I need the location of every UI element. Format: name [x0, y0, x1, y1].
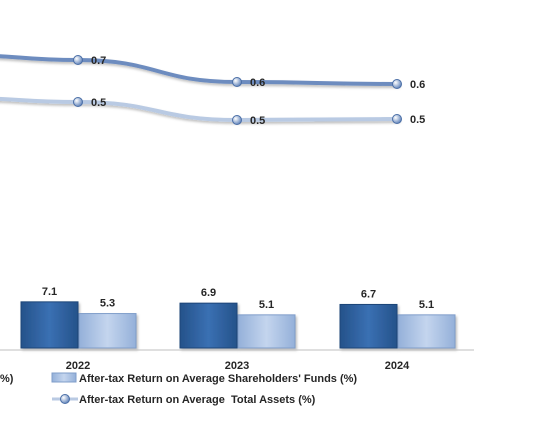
line-point-s2-2024: [392, 114, 402, 124]
bar-label-s1-2023: 6.9: [201, 287, 216, 299]
legend-label-total-assets: After-tax Return on Average Total Assets…: [79, 394, 316, 406]
line-label-s1-2024: 0.6: [410, 79, 425, 91]
line-series-1: [0, 54, 399, 86]
legend-label-shareholders-funds: After-tax Return on Average Shareholders…: [79, 373, 357, 385]
lines-layer: 0.7 0.6 0.6 0.5 0.5 0.5: [0, 54, 425, 127]
line-point-s1-2024: [392, 79, 402, 89]
x-tick-2023: 2023: [225, 360, 249, 372]
bar-s1-2023: [179, 302, 238, 349]
line-label-s1-2023: 0.6: [250, 77, 265, 89]
line-label-s2-2022: 0.5: [91, 97, 106, 109]
line-point-s2-2022: [73, 97, 83, 107]
line-point-s1-2022: [73, 55, 83, 65]
x-tick-2024: 2024: [385, 360, 410, 372]
x-tick-2022: 2022: [66, 360, 90, 372]
line-label-s2-2024: 0.5: [410, 114, 425, 126]
line-point-s2-2023: [232, 115, 242, 125]
bars-layer: 7.1 6.9 6.7 5.3 5.1 5.1: [20, 286, 456, 349]
bar-s1-2024: [339, 303, 398, 349]
bar-label-s1-2022: 7.1: [42, 286, 57, 298]
bar-label-s2-2023: 5.1: [259, 299, 274, 311]
bar-label-s2-2022: 5.3: [100, 298, 115, 310]
legend-swatch-shareholders-funds: [51, 372, 77, 383]
bar-s1-2022: [20, 301, 79, 349]
line-label-s2-2023: 0.5: [250, 115, 265, 127]
line-point-s1-2023: [232, 77, 242, 87]
legend-fragment-text: %): [0, 373, 14, 385]
bar-s2-2022: [78, 313, 137, 349]
line-label-s1-2022: 0.7: [91, 55, 106, 67]
line-series-2: [0, 96, 399, 123]
bar-s2-2024: [397, 314, 456, 349]
bar-label-s1-2024: 6.7: [361, 288, 376, 300]
bar-label-s2-2024: 5.1: [419, 299, 434, 311]
bar-s2-2023: [237, 314, 296, 349]
x-axis: 2022 2023 2024: [0, 349, 474, 372]
legend: %) After-tax Return on Average Shareholde…: [0, 372, 357, 406]
legend-marker-total-assets: [60, 394, 70, 404]
